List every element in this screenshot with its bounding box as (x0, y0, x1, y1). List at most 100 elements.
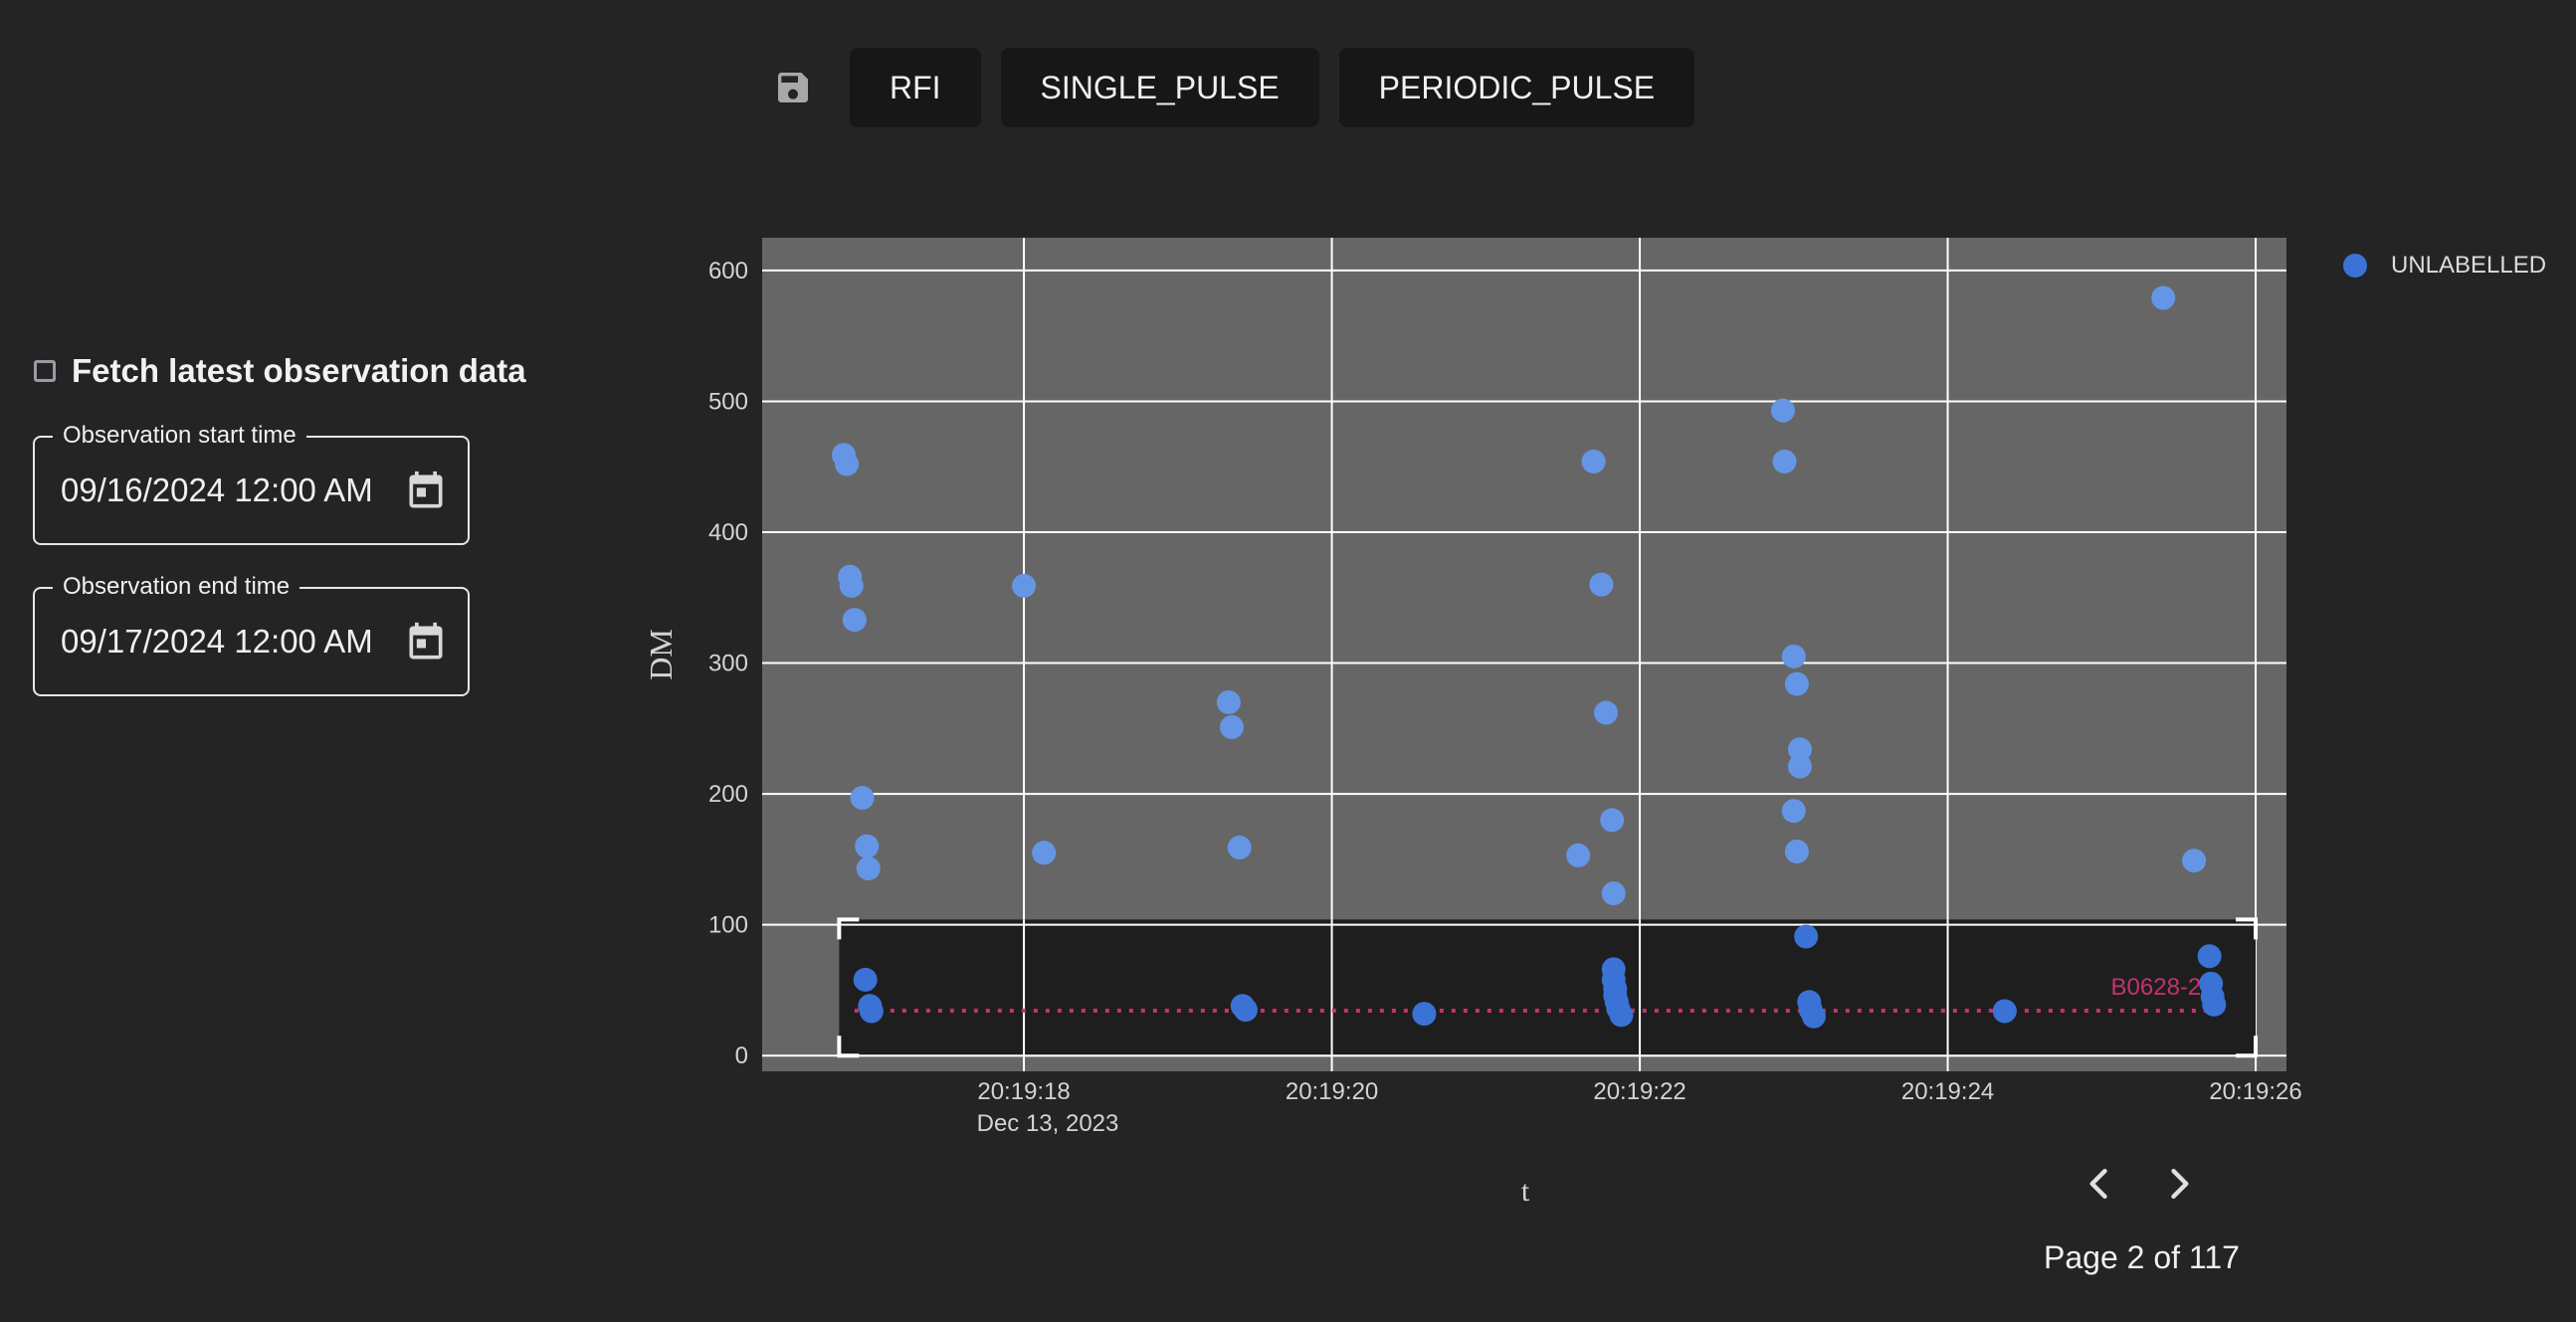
data-point (1603, 977, 1628, 1002)
calendar-icon[interactable] (404, 468, 448, 515)
legend-marker (2343, 254, 2367, 278)
data-point (859, 999, 884, 1024)
data-point (858, 994, 883, 1019)
data-point (2200, 985, 2225, 1010)
chart-legend[interactable]: UNLABELLED (2343, 252, 2546, 280)
data-point (1230, 994, 1255, 1019)
data-point (1412, 1002, 1437, 1027)
chevron-right-icon (2171, 1168, 2189, 1200)
single-pulse-button[interactable]: SINGLE_PULSE (1000, 48, 1319, 127)
data-point (2197, 944, 2222, 969)
grid-lines (762, 238, 2286, 1071)
observation-start-value[interactable]: 09/16/2024 12:00 AM (61, 472, 373, 508)
observation-start-label: Observation start time (53, 422, 306, 450)
data-point (1770, 398, 1795, 423)
save-icon (778, 73, 808, 102)
data-point (1227, 836, 1252, 860)
fetch-latest-label: Fetch latest observation data (72, 352, 526, 389)
data-point (835, 452, 860, 476)
previous-page-button[interactable] (2078, 1162, 2121, 1206)
chevron-left-icon (2089, 1168, 2107, 1200)
observation-start-field[interactable]: Observation start time 09/16/2024 12:00 … (33, 422, 470, 545)
data-point (1992, 999, 2017, 1024)
data-point (1787, 754, 1812, 779)
x-axis-date-label: Dec 13, 2023 (977, 1110, 1119, 1137)
data-point (839, 573, 864, 598)
rfi-button[interactable]: RFI (850, 48, 981, 127)
scatter-points[interactable] (832, 285, 2227, 1029)
x-tick-label: 20:19:18 (977, 1078, 1070, 1105)
y-axis-ticks: 0 100 200 300 400 500 600 (708, 258, 748, 1069)
selection-box[interactable] (839, 919, 2257, 1056)
data-point (1606, 996, 1631, 1021)
data-point (1032, 841, 1057, 865)
data-point (1581, 449, 1606, 473)
observation-end-label: Observation end time (53, 573, 300, 601)
data-point (855, 834, 880, 858)
y-axis-title: DM (643, 629, 679, 680)
data-point (1781, 644, 1806, 668)
data-point (2202, 992, 2227, 1017)
data-point (1216, 690, 1241, 715)
data-point (1601, 881, 1626, 906)
data-point (1781, 799, 1806, 824)
data-point (1589, 572, 1614, 597)
data-point (1594, 700, 1619, 725)
x-tick-label: 20:19:20 (1286, 1078, 1378, 1105)
observation-end-field[interactable]: Observation end time 09/17/2024 12:00 AM (33, 573, 470, 696)
observation-end-value[interactable]: 09/17/2024 12:00 AM (61, 623, 373, 660)
x-axis-ticks: 20:19:18 20:19:20 20:19:22 20:19:24 20:19:26 (977, 1078, 2301, 1105)
calendar-icon[interactable] (404, 619, 448, 666)
plot-area[interactable] (762, 238, 2286, 1071)
data-point (2151, 285, 2176, 310)
reference-line: B0628-28 (854, 974, 2215, 1013)
label-toolbar: RFI SINGLE_PULSE PERIODIC_PULSE (756, 47, 1695, 128)
y-tick-label: 300 (708, 651, 748, 677)
data-point (850, 786, 875, 811)
data-point (1603, 983, 1628, 1008)
y-tick-label: 200 (708, 781, 748, 808)
data-point (1601, 957, 1626, 982)
next-page-button[interactable] (2157, 1162, 2201, 1206)
x-tick-label: 20:19:24 (1901, 1078, 1994, 1105)
data-point (2199, 971, 2224, 996)
x-tick-label: 20:19:22 (1593, 1078, 1685, 1105)
data-point (1233, 998, 1258, 1023)
y-tick-label: 100 (708, 912, 748, 939)
fetch-latest-checkbox[interactable] (34, 360, 56, 382)
save-button[interactable] (756, 47, 830, 128)
data-point (1794, 924, 1819, 949)
legend-label: UNLABELLED (2391, 252, 2547, 279)
data-point (853, 967, 878, 992)
selection-corner-handle (2236, 917, 2259, 940)
data-point (1772, 449, 1797, 473)
y-tick-label: 0 (735, 1042, 748, 1069)
data-point (856, 856, 881, 881)
data-point (1609, 1003, 1634, 1028)
data-point (1784, 671, 1809, 696)
data-point (1012, 573, 1037, 598)
data-point (842, 608, 867, 633)
selection-box-handles[interactable] (837, 917, 2259, 1058)
x-tick-label: 20:19:26 (2209, 1078, 2301, 1105)
data-point (832, 443, 857, 468)
data-point (1801, 1004, 1826, 1029)
data-point (2182, 849, 2207, 873)
data-point (1787, 737, 1812, 762)
data-point (1604, 990, 1629, 1015)
selection-corner-handle (837, 1036, 860, 1058)
data-point (1219, 715, 1244, 740)
periodic-pulse-button[interactable]: PERIODIC_PULSE (1338, 48, 1695, 127)
data-point (838, 564, 863, 589)
reference-line-label: B0628-28 (2111, 974, 2215, 1001)
data-point (1600, 808, 1625, 833)
data-point (1784, 839, 1809, 863)
data-point (1601, 967, 1626, 992)
page-indicator: Page 2 of 117 (2044, 1239, 2240, 1275)
fetch-latest-row: Fetch latest observation data (34, 352, 526, 390)
y-tick-label: 400 (708, 519, 748, 546)
selection-corner-handle (837, 917, 860, 940)
y-tick-label: 600 (708, 258, 748, 284)
data-point (1798, 998, 1823, 1023)
data-point (1797, 990, 1822, 1015)
